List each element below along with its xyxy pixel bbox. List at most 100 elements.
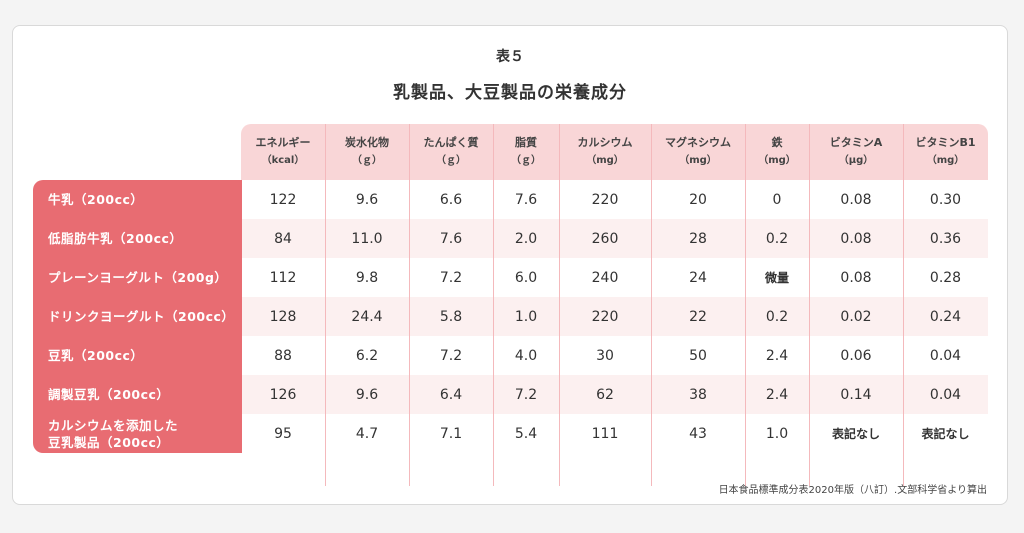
- table-cell: 6.2: [355, 347, 379, 364]
- column-header-unit: （mg）: [586, 155, 624, 166]
- table-cell: 6.0: [514, 269, 538, 286]
- row-header-label: 豆乳製品（200cc）: [48, 434, 170, 450]
- table-cell: 111: [591, 425, 619, 442]
- table-cell: 表記なし: [921, 427, 970, 441]
- table-cell: 9.6: [355, 386, 379, 403]
- column-divider: [809, 124, 810, 486]
- table-row: [241, 375, 988, 414]
- nutrition-table-card: 表５ 乳製品、大豆製品の栄養成分 エネルギー （kcal） 炭水化物 （ｇ） たんぱく質…: [12, 25, 1008, 505]
- table-cell: 4.7: [355, 425, 379, 442]
- table-cell: 0.06: [840, 347, 872, 364]
- column-header-unit: （mg）: [926, 155, 965, 166]
- table-cell: 24.4: [351, 308, 383, 325]
- table-cell: 7.2: [514, 386, 538, 403]
- table-cell: 微量: [764, 271, 789, 285]
- row-header: 牛乳（200cc）: [33, 180, 242, 219]
- table-cell: 0.2: [765, 230, 789, 247]
- table-cell: 220: [591, 308, 619, 325]
- table-cell: 2.4: [765, 347, 789, 364]
- table-cell: 260: [591, 230, 619, 247]
- column-header-name: ビタミンB1: [915, 136, 976, 149]
- column-header-unit: （mg）: [679, 155, 717, 166]
- column-divider: [409, 124, 410, 486]
- table-cell: 88: [274, 347, 292, 364]
- column-header-name: たんぱく質: [423, 136, 479, 149]
- table-cell: 0.2: [765, 308, 789, 325]
- table-cell: 128: [269, 308, 297, 325]
- table-cell: 5.4: [514, 425, 538, 442]
- table-cell: 1.0: [765, 425, 789, 442]
- column-header-unit: （ｇ）: [436, 155, 466, 166]
- row-header-label: 豆乳（200cc）: [48, 348, 144, 363]
- column-header-name: エネルギー: [255, 136, 311, 149]
- column-header: 鉄 （mg）: [745, 124, 809, 180]
- row-header: 低脂肪牛乳（200cc）: [33, 219, 242, 258]
- column-header-name: ビタミンA: [829, 136, 883, 149]
- row-header-label: 調製豆乳（200cc）: [48, 387, 170, 402]
- table-cell: 0.24: [929, 308, 962, 325]
- table-cell: 0.04: [929, 386, 962, 403]
- row-header-label: カルシウムを添加した: [48, 417, 179, 433]
- row-header-label: プレーンヨーグルト（200g）: [48, 270, 228, 285]
- column-divider: [493, 124, 494, 486]
- column-header: カルシウム （mg）: [559, 124, 651, 180]
- table-cell: 220: [591, 191, 619, 208]
- column-divider: [559, 124, 560, 486]
- table-cell: 4.0: [514, 347, 538, 364]
- column-header-unit: （μg）: [838, 155, 874, 166]
- row-header: 豆乳（200cc）: [33, 336, 242, 375]
- column-header-name: 鉄: [771, 136, 783, 149]
- row-header: プレーンヨーグルト（200g）: [33, 258, 242, 297]
- row-header-label: ドリンクヨーグルト（200cc）: [48, 309, 235, 324]
- table-cell: 0.08: [840, 230, 872, 247]
- table-cell: 0.08: [840, 191, 872, 208]
- column-header: 脂質 （ｇ）: [493, 124, 559, 180]
- table-cell: 240: [591, 269, 619, 286]
- table-cell: 112: [269, 269, 297, 286]
- row-header-label: 牛乳（200cc）: [48, 192, 144, 207]
- column-header-unit: （ｇ）: [352, 155, 382, 166]
- table-cell: 2.4: [765, 386, 789, 403]
- column-header: たんぱく質 （ｇ）: [409, 124, 493, 180]
- table-cell: 0.30: [929, 191, 962, 208]
- column-header-name: 脂質: [515, 136, 537, 149]
- table-cell: 2.0: [514, 230, 538, 247]
- table-cell: 0.08: [840, 269, 872, 286]
- row-header: カルシウムを添加した 豆乳製品（200cc）: [33, 414, 242, 453]
- table-cell: 0.04: [929, 347, 962, 364]
- table-cell: 表記なし: [831, 427, 880, 441]
- column-header: マグネシウム （mg）: [651, 124, 745, 180]
- table-cell: 38: [689, 386, 707, 403]
- column-header-unit: （mg）: [758, 155, 796, 166]
- column-header-band: [241, 124, 988, 180]
- row-header: ドリンクヨーグルト（200cc）: [33, 297, 242, 336]
- table-cell: 126: [269, 386, 297, 403]
- table-cell: 5.8: [439, 308, 463, 325]
- table-cell: 7.2: [439, 269, 463, 286]
- table-number: 表５: [496, 49, 524, 65]
- table-cell: 95: [274, 425, 292, 442]
- table-cell: 43: [689, 425, 707, 442]
- table-cell: 7.1: [439, 425, 463, 442]
- column-divider: [745, 124, 746, 486]
- table-cell: 7.2: [439, 347, 463, 364]
- table-title: 乳製品、大豆製品の栄養成分: [393, 83, 627, 103]
- table-cell: 22: [689, 308, 707, 325]
- row-header-label: 低脂肪牛乳（200cc）: [48, 231, 183, 246]
- table-cell: 0.36: [929, 230, 962, 247]
- table-row: [241, 297, 988, 336]
- column-divider: [651, 124, 652, 486]
- column-header: 炭水化物 （ｇ）: [325, 124, 409, 180]
- table-cell: 62: [596, 386, 614, 403]
- column-header: ビタミンA （μg）: [809, 124, 903, 180]
- column-header-unit: （kcal）: [261, 155, 305, 166]
- table-cell: 6.6: [439, 191, 463, 208]
- table-cell: 9.8: [355, 269, 379, 286]
- column-header: エネルギー （kcal）: [241, 124, 325, 180]
- table-cell: 0: [772, 191, 782, 208]
- table-cell: 7.6: [514, 191, 538, 208]
- column-divider: [903, 124, 904, 486]
- column-header: ビタミンB1 （mg）: [903, 124, 988, 180]
- table-cell: 1.0: [514, 308, 538, 325]
- column-header-name: マグネシウム: [665, 136, 731, 149]
